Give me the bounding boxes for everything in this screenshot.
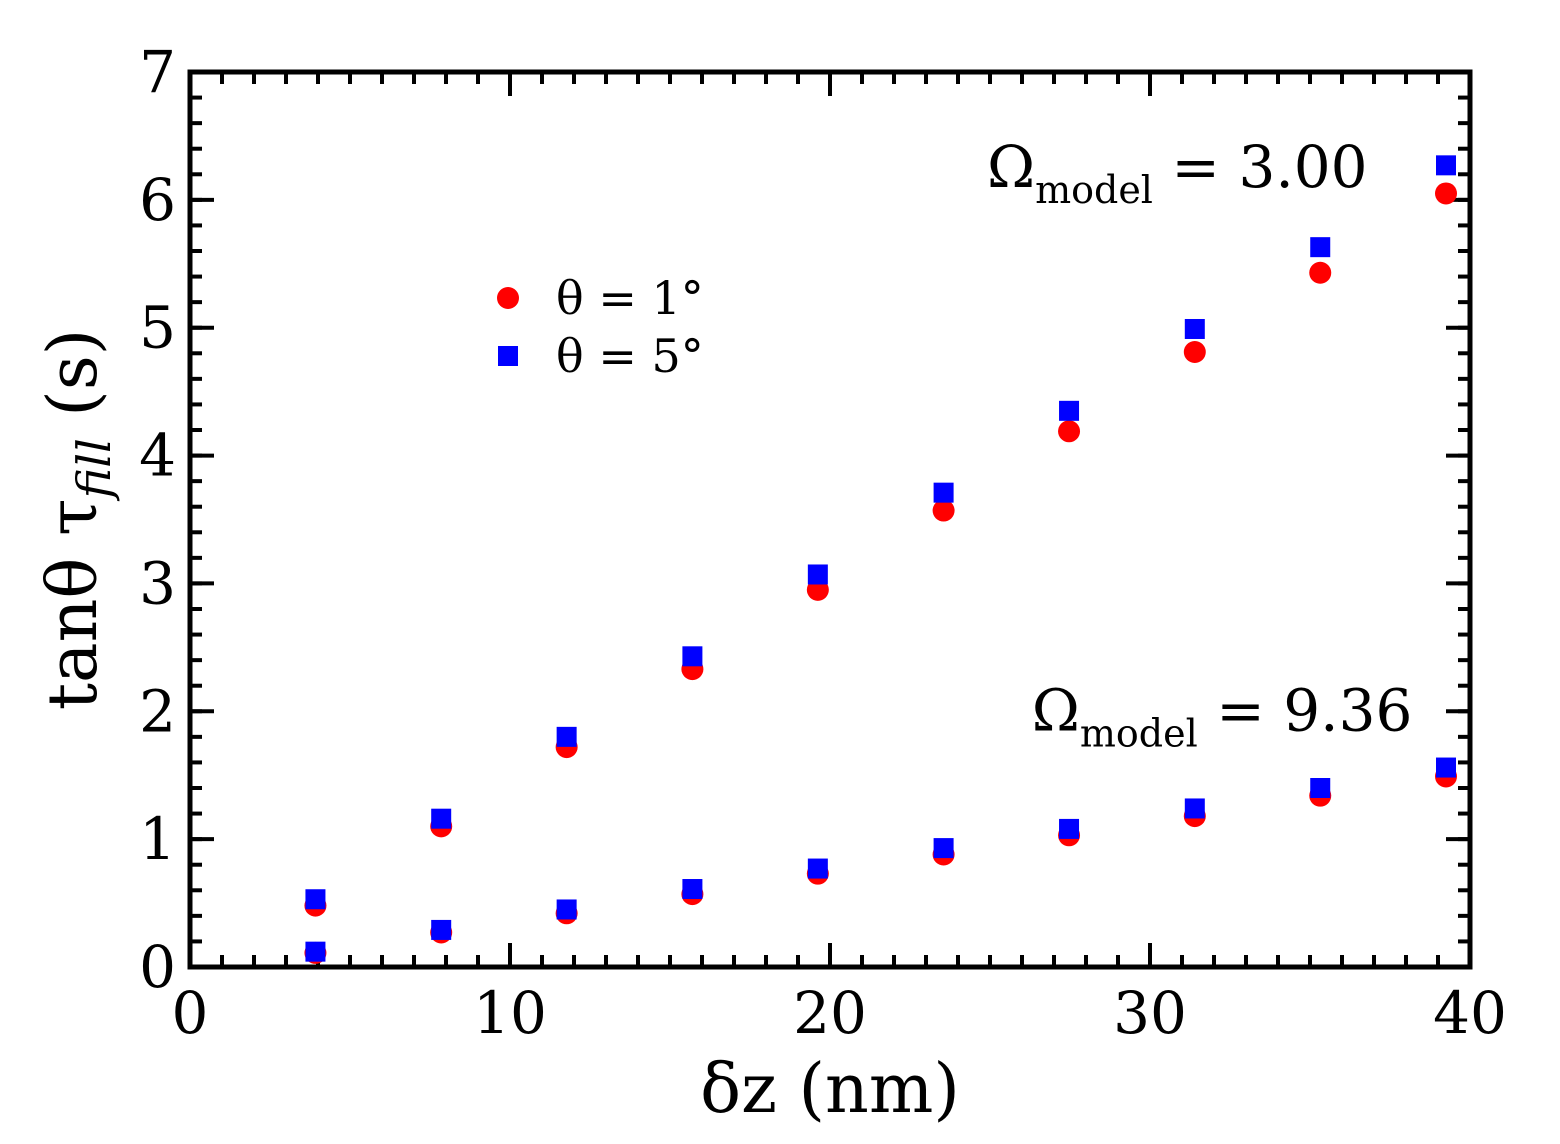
y-tick-label: 0 xyxy=(139,933,176,1001)
y-tick-labels: 0 1 2 3 4 5 6 7 xyxy=(139,38,176,1001)
y-tick-label: 1 xyxy=(139,805,176,873)
point-circle-s0-6 xyxy=(1058,420,1081,443)
legend-label-theta-1: θ = 1° xyxy=(556,271,704,325)
y-tick-label: 3 xyxy=(139,549,176,617)
point-square-s1-8 xyxy=(1310,237,1331,258)
annotation-omega-9-36: Ωmodel = 9.36 xyxy=(1032,676,1413,755)
plot-frame xyxy=(187,69,1473,970)
annotation-omega-9-36-symbol: Ω xyxy=(1032,676,1080,744)
point-square-s3-7 xyxy=(1184,798,1205,819)
point-square-s1-3 xyxy=(682,646,703,667)
point-square-s1-5 xyxy=(933,482,954,503)
x-tick-label: 30 xyxy=(1113,979,1187,1047)
point-square-s3-0 xyxy=(305,941,326,962)
annotation-omega-9-36-value: = 9.36 xyxy=(1198,676,1413,744)
legend-marker-circle xyxy=(497,287,519,309)
point-square-s1-1 xyxy=(431,808,452,829)
point-square-s3-3 xyxy=(682,879,703,900)
y-tick-label: 2 xyxy=(139,677,176,745)
annotation-omega-3-subscript: model xyxy=(1035,168,1153,212)
major-ticks xyxy=(188,70,1472,969)
point-square-s3-1 xyxy=(431,919,452,940)
x-tick-label: 40 xyxy=(1433,979,1507,1047)
point-square-s3-2 xyxy=(556,899,577,920)
legend: θ = 1° θ = 5° xyxy=(497,271,704,383)
y-tick-label: 6 xyxy=(139,166,176,234)
y-tick-label: 5 xyxy=(139,294,176,362)
point-circle-s0-8 xyxy=(1309,261,1332,284)
point-square-s1-6 xyxy=(1059,400,1080,421)
point-circle-s0-5 xyxy=(932,499,955,522)
point-square-s1-7 xyxy=(1184,318,1205,339)
point-square-s1-9 xyxy=(1436,155,1456,176)
annotation-omega-3-symbol: Ω xyxy=(987,133,1035,201)
x-tick-label: 10 xyxy=(473,979,547,1047)
point-square-s3-9 xyxy=(1436,757,1456,778)
x-tick-label: 20 xyxy=(793,979,867,1047)
point-square-s1-4 xyxy=(807,564,828,585)
point-circle-s0-7 xyxy=(1183,341,1206,364)
point-circle-s0-9 xyxy=(1435,182,1457,205)
y-tick-label: 4 xyxy=(139,422,176,490)
point-square-s3-5 xyxy=(933,838,954,859)
data-points xyxy=(304,155,1457,964)
legend-marker-square xyxy=(498,346,518,366)
point-square-s3-8 xyxy=(1310,778,1331,798)
point-square-s3-4 xyxy=(807,858,828,879)
y-axis-title: tanθ τfill (s) xyxy=(34,329,121,711)
x-tick-label: 0 xyxy=(172,979,209,1047)
annotation-omega-9-36-subscript: model xyxy=(1080,711,1198,755)
y-axis-title-suffix: (s) xyxy=(34,329,113,439)
point-square-s3-6 xyxy=(1059,818,1080,839)
x-tick-labels: 0 10 20 30 40 xyxy=(172,979,1507,1047)
minor-ticks xyxy=(188,70,1472,969)
y-axis-title-prefix: tanθ τ xyxy=(34,498,113,710)
annotation-omega-3: Ωmodel = 3.00 xyxy=(987,133,1368,212)
annotation-omega-3-value: = 3.00 xyxy=(1153,133,1368,201)
y-axis-title-subscript: fill xyxy=(67,438,121,501)
y-tick-label: 7 xyxy=(139,38,176,106)
point-square-s1-0 xyxy=(305,889,326,910)
legend-label-theta-5: θ = 5° xyxy=(556,329,704,383)
point-square-s1-2 xyxy=(556,726,577,747)
x-axis-title: δz (nm) xyxy=(700,1050,960,1129)
